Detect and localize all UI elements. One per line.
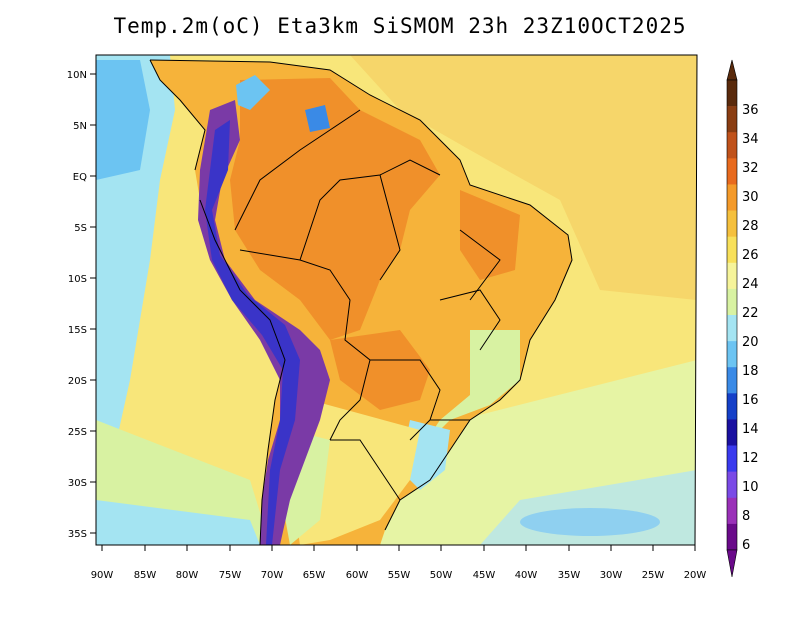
colorbar-swatch xyxy=(727,367,737,394)
colorbar-swatch xyxy=(727,523,737,551)
colorbar-swatch xyxy=(727,80,737,107)
svg-text:10N: 10N xyxy=(67,70,87,81)
svg-text:25S: 25S xyxy=(68,427,87,438)
colorbar-swatch xyxy=(727,419,737,446)
svg-text:25W: 25W xyxy=(642,570,665,581)
colorbar-swatch xyxy=(727,497,737,525)
cb-label-32: 32 xyxy=(742,161,759,176)
country-borders xyxy=(149,59,573,545)
lat-tick-5s: 5S xyxy=(74,223,96,234)
cb-label-22: 22 xyxy=(742,306,759,321)
colorbar-swatch xyxy=(727,471,737,499)
cb-label-20: 20 xyxy=(742,335,759,350)
colorbar-swatch xyxy=(727,341,737,368)
lat-tick-10n: 10N xyxy=(67,70,96,81)
lon-tick-20w: 20W xyxy=(684,545,707,581)
cb-label-30: 30 xyxy=(742,190,759,205)
lon-tick-80w: 80W xyxy=(176,545,199,581)
cb-label-26: 26 xyxy=(742,248,759,263)
svg-text:5N: 5N xyxy=(73,121,87,132)
svg-text:75W: 75W xyxy=(219,570,242,581)
colorbar-swatch xyxy=(727,262,737,290)
svg-text:35W: 35W xyxy=(558,570,581,581)
colorbar-swatch xyxy=(727,132,737,159)
colorbar-swatch xyxy=(727,158,737,185)
svg-text:EQ: EQ xyxy=(73,172,87,183)
colorbar-top-arrow xyxy=(726,59,738,81)
colorbar-swatch xyxy=(727,393,737,420)
lat-tick-15s: 15S xyxy=(68,325,96,336)
cb-label-12: 12 xyxy=(742,451,759,466)
svg-text:20S: 20S xyxy=(68,376,87,387)
lon-tick-90w: 90W xyxy=(91,545,114,581)
colorbar-swatch xyxy=(727,445,737,472)
lon-tick-60w: 60W xyxy=(346,545,369,581)
cb-label-8: 8 xyxy=(742,509,750,524)
svg-text:10S: 10S xyxy=(68,274,87,285)
lat-tick-20s: 20S xyxy=(68,376,96,387)
svg-text:50W: 50W xyxy=(430,570,453,581)
svg-text:5S: 5S xyxy=(74,223,87,234)
lon-tick-35w: 35W xyxy=(558,545,581,581)
lon-tick-85w: 85W xyxy=(134,545,157,581)
lat-tick-25s: 25S xyxy=(68,427,96,438)
svg-text:30S: 30S xyxy=(68,478,87,489)
lon-tick-30w: 30W xyxy=(600,545,623,581)
lat-tick-10s: 10S xyxy=(68,274,96,285)
cb-label-36: 36 xyxy=(742,103,759,118)
colorbar-swatch xyxy=(727,184,737,211)
cb-label-14: 14 xyxy=(742,422,759,437)
cb-label-16: 16 xyxy=(742,393,759,408)
colorbar-labels: 36 34 32 30 28 26 24 22 20 18 16 14 12 1… xyxy=(742,103,759,553)
lon-tick-70w: 70W xyxy=(261,545,284,581)
latitude-axis: 10N 5N EQ 5S 10S 15S 20S 25S 30S 35S xyxy=(67,70,96,540)
svg-text:80W: 80W xyxy=(176,570,199,581)
lon-tick-75w: 75W xyxy=(219,545,242,581)
svg-text:40W: 40W xyxy=(515,570,538,581)
temperature-field xyxy=(96,55,697,545)
longitude-axis: 90W 85W 80W 75W 70W 65W 60W 55W 50W 45W … xyxy=(91,545,707,581)
cb-label-18: 18 xyxy=(742,364,759,379)
cb-label-6: 6 xyxy=(742,538,750,553)
colorbar-swatch xyxy=(727,210,737,237)
colorbar-bottom-arrow xyxy=(726,549,738,578)
svg-text:15S: 15S xyxy=(68,325,87,336)
lat-tick-eq: EQ xyxy=(73,172,96,183)
cb-label-24: 24 xyxy=(742,277,759,292)
lon-tick-65w: 65W xyxy=(303,545,326,581)
lon-tick-25w: 25W xyxy=(642,545,665,581)
svg-text:35S: 35S xyxy=(68,529,87,540)
lat-tick-35s: 35S xyxy=(68,529,96,540)
map-title: Temp.2m(oC) Eta3km SiSMOM 23h 23Z10OCT20… xyxy=(113,14,687,38)
lat-tick-5n: 5N xyxy=(73,121,96,132)
svg-text:70W: 70W xyxy=(261,570,284,581)
colorbar-swatch xyxy=(727,315,737,342)
svg-text:55W: 55W xyxy=(388,570,411,581)
temperature-colorbar: 36 34 32 30 28 26 24 22 20 18 16 14 12 1… xyxy=(726,59,759,578)
cb-label-10: 10 xyxy=(742,480,759,495)
lon-tick-50w: 50W xyxy=(430,545,453,581)
svg-text:20W: 20W xyxy=(684,570,707,581)
svg-text:85W: 85W xyxy=(134,570,157,581)
colorbar-swatch xyxy=(727,236,737,264)
cb-label-34: 34 xyxy=(742,132,759,147)
lon-tick-55w: 55W xyxy=(388,545,411,581)
lat-tick-30s: 30S xyxy=(68,478,96,489)
svg-text:90W: 90W xyxy=(91,570,114,581)
lon-tick-45w: 45W xyxy=(473,545,496,581)
svg-text:45W: 45W xyxy=(473,570,496,581)
colorbar-swatch xyxy=(727,106,737,133)
svg-text:60W: 60W xyxy=(346,570,369,581)
svg-text:65W: 65W xyxy=(303,570,326,581)
lon-tick-40w: 40W xyxy=(515,545,538,581)
svg-text:30W: 30W xyxy=(600,570,623,581)
cb-label-28: 28 xyxy=(742,219,759,234)
colorbar-swatch xyxy=(727,288,737,316)
